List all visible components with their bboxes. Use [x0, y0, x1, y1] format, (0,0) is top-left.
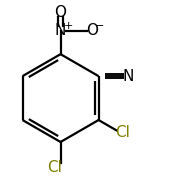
Text: −: − [95, 21, 104, 31]
Text: N: N [55, 23, 66, 38]
Text: O: O [86, 23, 98, 38]
Text: N: N [123, 69, 134, 84]
Text: Cl: Cl [47, 160, 62, 175]
Text: Cl: Cl [115, 125, 130, 140]
Text: +: + [63, 21, 73, 31]
Text: O: O [55, 5, 67, 19]
